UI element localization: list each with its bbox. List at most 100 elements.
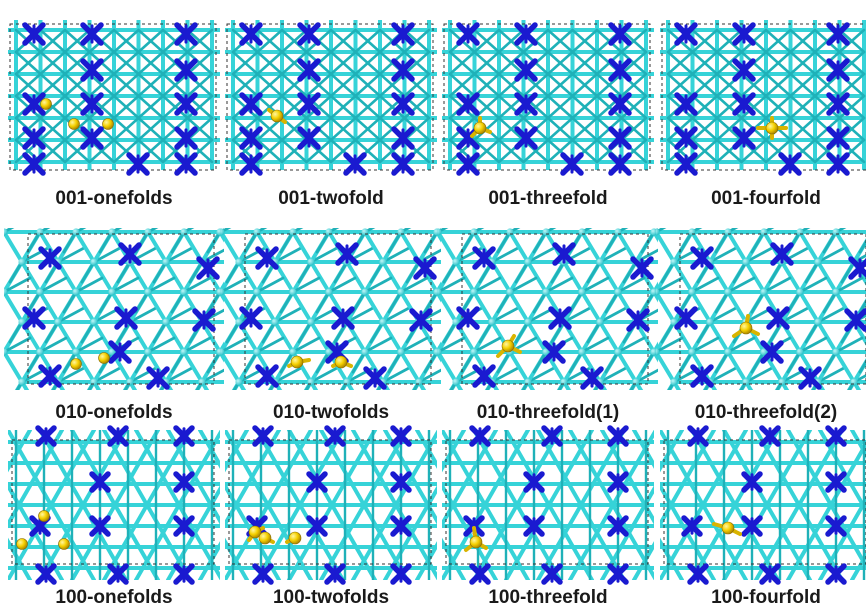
panel-100-onefolds: 100-onefolds — [8, 425, 220, 607]
panel-010-onefolds: 010-onefolds — [4, 228, 224, 423]
dopant-atom — [608, 58, 632, 82]
adsorbate-cluster — [258, 531, 275, 545]
dopant-atom — [174, 22, 198, 46]
dopant-atom — [825, 515, 847, 537]
dopant-atom — [608, 126, 632, 150]
dopant-atom — [514, 22, 538, 46]
dopant-atom — [89, 471, 111, 493]
dopant-atom — [848, 256, 866, 280]
dopant-atom — [681, 515, 703, 537]
adsorbate-atom — [58, 538, 70, 550]
dopant-atom — [472, 246, 496, 270]
adsorbate-cluster — [712, 521, 742, 536]
panel-label: 100-fourfold — [711, 587, 821, 607]
lattice-structure — [656, 228, 866, 390]
panel-label: 100-twofolds — [273, 587, 389, 607]
dopant-atom — [297, 22, 321, 46]
adsorbate-cluster — [470, 116, 492, 138]
dopant-atom — [22, 152, 46, 176]
dopant-atom — [108, 340, 132, 364]
adsorbate-atom — [248, 525, 262, 539]
dopant-atom — [541, 425, 563, 447]
dopant-atom — [306, 515, 328, 537]
dopant-atom — [732, 92, 756, 116]
unit-cell-box — [228, 439, 432, 565]
panel-100-twofolds: 100-twofolds — [225, 425, 437, 607]
dopant-atom — [541, 563, 563, 585]
lattice-structure — [660, 425, 866, 585]
dopant-atom — [732, 58, 756, 82]
dopant-atom — [630, 256, 654, 280]
dopant-atom — [674, 126, 698, 150]
dopant-atom — [826, 126, 850, 150]
dopant-atom — [626, 308, 650, 332]
dopant-atom — [409, 308, 433, 332]
dopant-atom — [335, 242, 359, 266]
dopant-atom — [174, 58, 198, 82]
dopant-atom — [173, 471, 195, 493]
dopant-atom — [239, 92, 263, 116]
unit-cell-box — [661, 23, 866, 171]
dopant-atom — [674, 22, 698, 46]
dopant-atom — [608, 22, 632, 46]
unit-cell-box — [445, 439, 649, 565]
dopant-atom — [760, 340, 784, 364]
dopant-atom — [174, 92, 198, 116]
lattice-structure — [8, 425, 220, 585]
dopant-atom — [826, 92, 850, 116]
adsorbate-atom — [501, 339, 515, 353]
panel-label: 001-fourfold — [711, 188, 821, 209]
dopant-atom — [456, 306, 480, 330]
dopant-atom — [89, 515, 111, 537]
adsorbate-cluster — [287, 355, 311, 369]
dopant-atom — [514, 58, 538, 82]
dopant-atom — [469, 563, 491, 585]
panel-label: 001-onefolds — [55, 188, 172, 209]
dopant-atom — [608, 152, 632, 176]
dopant-atom — [770, 242, 794, 266]
unit-cell-box — [663, 439, 866, 565]
dopant-atom — [456, 92, 480, 116]
adsorbate-atom — [290, 355, 304, 369]
bond-network — [660, 20, 866, 170]
panel-001-onefolds: 001-onefolds — [8, 20, 220, 209]
dopant-atom — [107, 425, 129, 447]
dopant-atom — [38, 364, 62, 388]
adsorbate-atom — [70, 358, 82, 370]
adsorbate-atom — [258, 531, 272, 545]
dopant-atom — [825, 425, 847, 447]
dopant-atom — [174, 126, 198, 150]
adsorbate-atom — [765, 121, 779, 135]
dopant-atom — [297, 92, 321, 116]
panel-001-threefold: 001-threefold — [442, 20, 654, 209]
adsorbate-atom — [68, 118, 80, 130]
dopant-atom — [306, 471, 328, 493]
dopant-atom — [391, 152, 415, 176]
dopant-atom — [35, 563, 57, 585]
dopant-atom — [472, 364, 496, 388]
lattice-structure — [4, 228, 224, 390]
dopant-atom — [607, 425, 629, 447]
panel-label: 010-twofolds — [273, 402, 389, 423]
adsorbate-atom — [98, 352, 110, 364]
dopant-atom — [297, 58, 321, 82]
dopant-atom — [390, 515, 412, 537]
unit-cell-box — [443, 23, 651, 171]
panel-label: 100-threefold — [488, 587, 607, 607]
dopant-atom — [80, 58, 104, 82]
adsorbate-cluster — [331, 355, 353, 369]
adsorbate-atom — [38, 510, 50, 522]
dopant-atom — [514, 92, 538, 116]
dopant-atom — [107, 563, 129, 585]
dopant-atom — [324, 563, 346, 585]
dopant-atom — [825, 471, 847, 493]
dopant-atom — [674, 92, 698, 116]
dopant-atom — [552, 242, 576, 266]
bond-network — [442, 430, 654, 580]
dopant-atom — [22, 306, 46, 330]
panel-label: 001-threefold — [488, 188, 607, 209]
dopant-atom — [741, 471, 763, 493]
dopant-atom — [560, 152, 584, 176]
panel-100-fourfold: 100-fourfold — [660, 425, 866, 607]
